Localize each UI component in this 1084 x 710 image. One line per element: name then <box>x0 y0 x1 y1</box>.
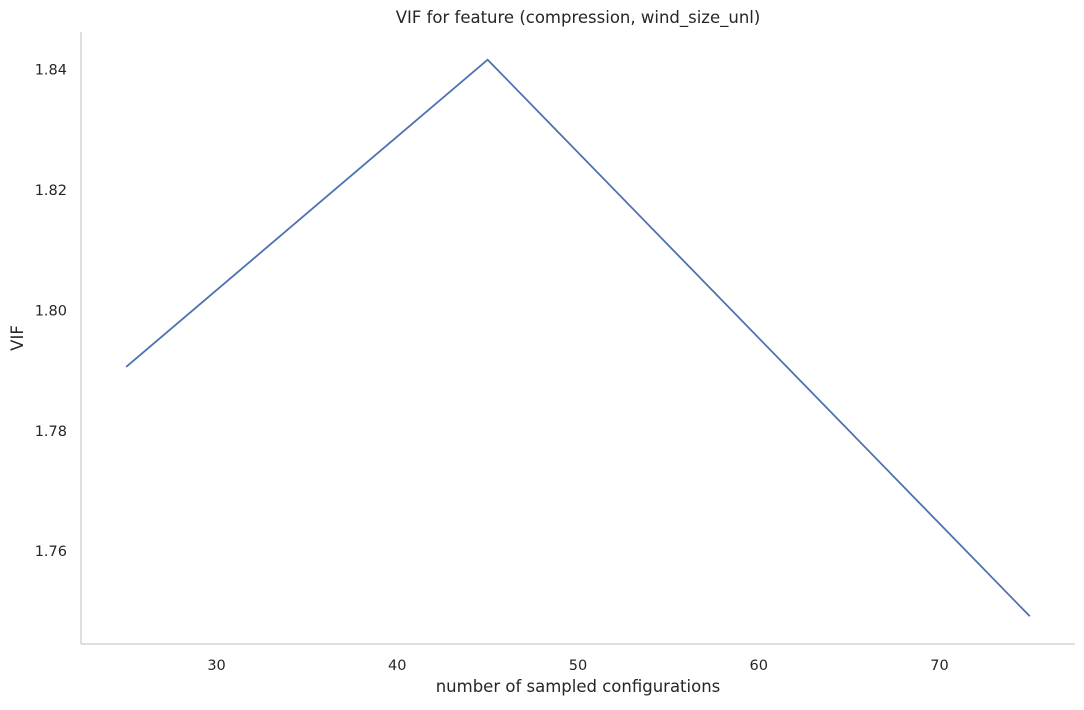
y-tick-label: 1.80 <box>35 303 67 319</box>
series-group <box>125 58 1031 617</box>
series-line <box>125 58 1031 617</box>
x-tick-label: 40 <box>388 658 406 674</box>
chart-title: VIF for feature (compression, wind_size_… <box>396 8 761 28</box>
x-tick-label: 70 <box>930 658 948 674</box>
axes <box>80 32 1075 645</box>
y-tick-labels: 1.76 1.78 1.80 1.82 1.84 <box>35 62 67 560</box>
y-tick-label: 1.78 <box>35 424 67 440</box>
x-tick-label: 30 <box>207 658 225 674</box>
x-tick-label: 50 <box>569 658 587 674</box>
x-tick-labels: 30 40 50 60 70 <box>207 658 948 674</box>
x-tick-label: 60 <box>750 658 768 674</box>
y-tick-label: 1.84 <box>35 62 67 78</box>
y-axis-label: VIF <box>8 325 27 351</box>
y-tick-label: 1.82 <box>35 183 67 199</box>
y-tick-label: 1.76 <box>35 544 67 560</box>
x-axis-label: number of sampled configurations <box>436 677 721 696</box>
